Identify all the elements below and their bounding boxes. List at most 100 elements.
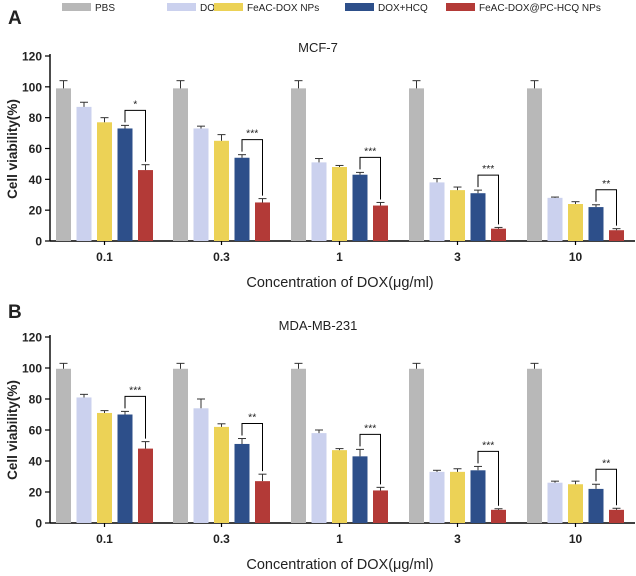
panel-a-x-tick-label: 0.1: [96, 250, 113, 264]
legend-label-feac-dox-nps: FeAC-DOX NPs: [247, 3, 319, 14]
panel-a-bar-feac-dox-nps-10: [568, 204, 583, 241]
panel-a-bar-feac-dox-nps-1: [332, 167, 347, 241]
panel-a-y-tick-label: 20: [29, 204, 43, 218]
panel-b-bar-pbs-0-3: [173, 368, 188, 523]
panel-b-x-axis-label: Concentration of DOX(μg/ml): [246, 557, 433, 573]
panel-b-significance-label: **: [602, 457, 610, 469]
panel-a-bar-dox-1: [311, 162, 327, 241]
panel-b-bar-feac-dox-nps-10: [568, 484, 583, 523]
panel-b-y-tick-label: 100: [22, 362, 42, 376]
panel-a-significance-label: *: [133, 98, 137, 110]
panel-a-bar-pbs-1: [291, 88, 306, 241]
panel-a-significance-bracket: [241, 139, 263, 196]
panel-a-bar-dox-hcq-1: [352, 174, 368, 241]
legend-swatch-feac-dox-nps: [214, 3, 243, 11]
panel-a-y-axis-label: Cell viability(%): [5, 99, 20, 199]
panel-a-significance-bracket: [359, 156, 381, 200]
panel-b-bar-dox-10: [547, 482, 563, 523]
panel-a-chart: A MCF-7 Concentration of DOX(μg/ml) Cell…: [5, 8, 635, 291]
panel-a-bar-dox-10: [547, 197, 563, 241]
panel-a-bar-feac-dox-pc-hcq-nps-0-3: [255, 202, 270, 241]
panel-b-bar-pbs-10: [527, 368, 542, 523]
panel-a-significance-label: **: [602, 178, 610, 190]
legend-label-feac-dox-pc-hcq-nps: FeAC-DOX@PC-HCQ NPs: [479, 3, 601, 14]
panel-a-bar-pbs-0-1: [56, 88, 71, 241]
panel-a-y-tick-label: 120: [22, 50, 42, 64]
panel-a-significance-bracket: [477, 174, 499, 225]
legend-label-pbs: PBS: [95, 3, 115, 14]
panel-b-significance-bracket: [595, 468, 617, 506]
panel-b-x-tick-label: 10: [569, 532, 583, 546]
panel-a-bar-feac-dox-pc-hcq-nps-1: [373, 205, 388, 241]
panel-b-bar-dox-hcq-0-1: [117, 414, 133, 523]
panel-b-y-tick-label: 60: [29, 424, 43, 438]
panel-a-bar-dox-0-1: [76, 106, 92, 241]
panel-b-bar-feac-dox-pc-hcq-nps-0-1: [138, 448, 153, 523]
panel-b-significance-label: ***: [482, 439, 494, 451]
panel-a-significance-label: ***: [364, 145, 376, 157]
panel-a-bar-feac-dox-pc-hcq-nps-3: [491, 228, 506, 241]
panel-a-significance-bracket: [124, 109, 146, 162]
panel-a-y-tick-label: 0: [35, 235, 42, 249]
panel-b-bar-dox-0-3: [193, 408, 209, 523]
panel-b-bar-dox-0-1: [76, 397, 92, 523]
panel-b-significance-bracket: [359, 433, 381, 485]
panel-b-bar-dox-hcq-1: [352, 456, 368, 523]
panel-a-y-tick-label: 100: [22, 80, 42, 94]
panel-b-x-tick-label: 1: [336, 532, 343, 546]
panel-b-significance-bracket: [241, 423, 263, 472]
legend-label-dox-hcq: DOX+HCQ: [378, 3, 428, 14]
panel-b-bar-feac-dox-nps-3: [450, 471, 465, 523]
panel-b-bar-feac-dox-pc-hcq-nps-1: [373, 490, 388, 523]
panel-b-significance-bracket: [477, 450, 499, 506]
panel-a-bar-dox-0-3: [193, 128, 209, 241]
legend-swatch-feac-dox-pc-hcq-nps: [446, 3, 475, 11]
panel-b-bar-feac-dox-pc-hcq-nps-0-3: [255, 481, 270, 523]
panel-b-y-tick-label: 40: [29, 455, 43, 469]
panel-a-bar-pbs-0-3: [173, 88, 188, 241]
panel-b-significance-label: ***: [364, 422, 376, 434]
panel-b-bar-feac-dox-nps-1: [332, 450, 347, 523]
panel-a-bar-feac-dox-pc-hcq-nps-10: [609, 230, 624, 241]
panel-b-chart: B MDA-MB-231 Concentration of DOX(μg/ml)…: [5, 302, 635, 573]
panel-b-y-tick-label: 80: [29, 393, 43, 407]
panel-a-title: MCF-7: [298, 40, 338, 55]
panel-a-x-tick-label: 10: [569, 250, 583, 264]
panel-b-y-tick-label: 0: [35, 517, 42, 531]
panel-b-bar-feac-dox-nps-0-3: [214, 426, 229, 523]
panel-a-y-tick-label: 60: [29, 142, 43, 156]
panel-a-bar-dox-hcq-10: [588, 207, 604, 241]
panel-a-bar-dox-3: [429, 182, 445, 241]
panel-b-y-tick-label: 20: [29, 486, 43, 500]
panel-a-x-tick-label: 0.3: [213, 250, 230, 264]
panel-b-bar-feac-dox-pc-hcq-nps-10: [609, 509, 624, 523]
legend: PBS DOX FeAC-DOX NPs DOX+HCQ FeAC-DOX@PC-HCQ…: [62, 3, 601, 14]
panel-b-label: B: [8, 302, 22, 323]
panel-b-bar-dox-hcq-3: [470, 470, 486, 523]
panel-b-bar-pbs-1: [291, 368, 306, 523]
panel-a-x-tick-label: 3: [454, 250, 461, 264]
panel-b-bar-dox-hcq-0-3: [234, 443, 250, 523]
panel-b-bar-feac-dox-nps-0-1: [97, 412, 112, 523]
legend-swatch-pbs: [62, 3, 91, 11]
panel-b-y-axis-label: Cell viability(%): [5, 380, 20, 480]
panel-b-bar-dox-1: [311, 433, 327, 523]
panel-b-significance-label: ***: [129, 384, 141, 396]
panel-b-bar-feac-dox-pc-hcq-nps-3: [491, 509, 506, 523]
panel-a-significance-label: ***: [482, 163, 494, 175]
legend-swatch-dox-hcq: [345, 3, 374, 11]
panel-b-bar-dox-hcq-10: [588, 488, 604, 523]
panel-b-bar-pbs-0-1: [56, 368, 71, 523]
panel-b-x-tick-label: 0.1: [96, 532, 113, 546]
panel-a-bar-feac-dox-nps-0-1: [97, 122, 112, 241]
panel-a-bar-dox-hcq-0-1: [117, 128, 133, 241]
panel-a-bar-feac-dox-pc-hcq-nps-0-1: [138, 170, 153, 241]
panel-a-bar-pbs-3: [409, 88, 424, 241]
panel-a-y-tick-label: 40: [29, 173, 43, 187]
panel-b-significance-bracket: [124, 395, 146, 439]
panel-b-title: MDA-MB-231: [279, 318, 358, 333]
panel-a-bar-feac-dox-nps-0-3: [214, 140, 229, 241]
panel-a-significance-bracket: [595, 189, 617, 226]
panel-b-significance-label: **: [248, 412, 256, 424]
